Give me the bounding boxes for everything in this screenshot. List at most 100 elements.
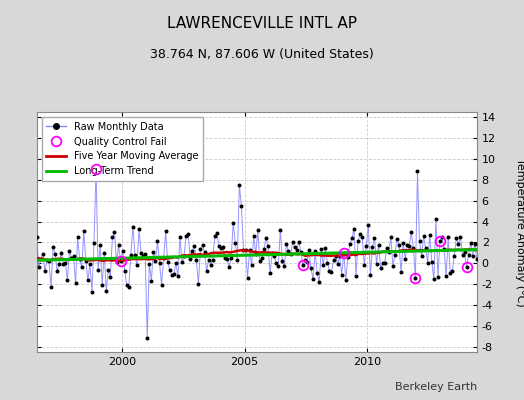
Point <box>159 255 168 261</box>
Point <box>239 246 248 253</box>
Point <box>147 277 156 284</box>
Point <box>461 248 469 255</box>
Point <box>380 260 389 266</box>
Point <box>362 243 370 249</box>
Point <box>448 268 456 274</box>
Point <box>163 259 172 265</box>
Point <box>194 280 203 287</box>
Point <box>209 256 217 263</box>
Point <box>86 261 94 268</box>
Text: LAWRENCEVILLE INTL AP: LAWRENCEVILLE INTL AP <box>167 16 357 31</box>
Point <box>110 229 118 235</box>
Point <box>299 262 307 268</box>
Point <box>227 254 235 261</box>
Point <box>358 234 366 240</box>
Point <box>403 242 411 248</box>
Point <box>213 230 221 236</box>
Point <box>125 284 133 290</box>
Point <box>55 261 63 267</box>
Point <box>161 228 170 235</box>
Point <box>434 274 442 280</box>
Point <box>69 253 78 260</box>
Point <box>364 222 373 228</box>
Point <box>335 253 344 259</box>
Point <box>401 255 409 262</box>
Point <box>260 246 268 252</box>
Point <box>288 239 297 246</box>
Point <box>397 269 405 276</box>
Point <box>166 267 174 273</box>
Point <box>168 272 176 278</box>
Point <box>188 248 196 254</box>
Point <box>315 279 323 286</box>
Point <box>172 260 180 266</box>
Point <box>67 254 75 261</box>
Point <box>440 246 448 252</box>
Point <box>342 277 350 283</box>
Point <box>63 277 72 283</box>
Point <box>135 226 143 232</box>
Point <box>131 252 139 258</box>
Point <box>409 245 418 252</box>
Point <box>266 270 274 276</box>
Point <box>66 248 74 254</box>
Point <box>323 260 332 266</box>
Point <box>235 182 244 188</box>
Point <box>438 234 446 240</box>
Point <box>41 268 49 274</box>
Point <box>61 260 70 266</box>
Point <box>233 256 242 263</box>
Point <box>282 241 291 247</box>
Point <box>268 250 276 256</box>
Point <box>223 256 231 262</box>
Point <box>123 282 131 288</box>
Point <box>466 239 475 246</box>
Point <box>127 251 135 258</box>
Point <box>32 233 41 240</box>
Point <box>249 233 258 239</box>
Point <box>198 242 206 248</box>
Point <box>57 250 66 256</box>
Point <box>202 268 211 274</box>
Point <box>102 288 111 294</box>
Point <box>276 227 285 233</box>
Point <box>321 245 330 251</box>
Point <box>71 280 80 286</box>
Point <box>292 247 301 253</box>
Point <box>430 276 438 283</box>
Point <box>468 252 477 259</box>
Point <box>294 238 303 245</box>
Point <box>78 264 86 270</box>
Point <box>348 235 356 242</box>
Point <box>452 235 461 241</box>
Point <box>366 272 375 278</box>
Point <box>137 250 145 257</box>
Point <box>176 234 184 240</box>
Legend: Raw Monthly Data, Quality Control Fail, Five Year Moving Average, Long-Term Tren: Raw Monthly Data, Quality Control Fail, … <box>41 117 203 181</box>
Point <box>112 259 121 266</box>
Point <box>385 249 393 255</box>
Point <box>219 244 227 250</box>
Point <box>100 250 108 256</box>
Point <box>114 242 123 249</box>
Point <box>425 232 434 238</box>
Point <box>378 260 387 266</box>
Point <box>190 242 199 249</box>
Point <box>383 244 391 251</box>
Point <box>274 262 282 269</box>
Point <box>305 247 313 254</box>
Point <box>104 267 113 273</box>
Point <box>204 256 213 263</box>
Point <box>340 250 348 256</box>
Point <box>328 268 336 275</box>
Point <box>319 262 328 269</box>
Point <box>96 242 104 248</box>
Point <box>418 253 426 260</box>
Y-axis label: Temperature Anomaly (°C): Temperature Anomaly (°C) <box>515 158 524 306</box>
Point <box>462 264 471 270</box>
Point <box>106 274 115 280</box>
Point <box>436 238 444 244</box>
Point <box>368 244 377 250</box>
Point <box>143 335 151 342</box>
Point <box>331 253 340 259</box>
